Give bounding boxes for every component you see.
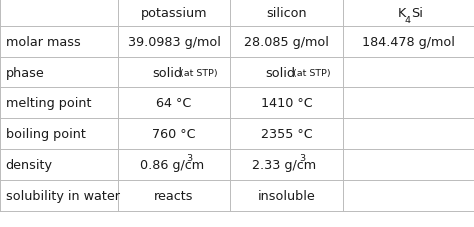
- Text: potassium: potassium: [141, 7, 207, 20]
- Text: (at STP): (at STP): [180, 68, 218, 77]
- Text: (at STP): (at STP): [293, 68, 330, 77]
- Text: 3: 3: [299, 153, 305, 162]
- Text: 64 °C: 64 °C: [156, 97, 191, 110]
- Text: 1410 °C: 1410 °C: [261, 97, 313, 110]
- Text: 39.0983 g/mol: 39.0983 g/mol: [128, 36, 220, 49]
- Text: silicon: silicon: [266, 7, 307, 20]
- Text: 0.86 g/cm: 0.86 g/cm: [139, 158, 204, 171]
- Text: melting point: melting point: [6, 97, 91, 110]
- Text: 4: 4: [405, 16, 411, 25]
- Text: boiling point: boiling point: [6, 128, 86, 141]
- Text: solid: solid: [153, 66, 182, 79]
- Text: insoluble: insoluble: [258, 189, 316, 202]
- Text: reacts: reacts: [154, 189, 194, 202]
- Text: molar mass: molar mass: [6, 36, 81, 49]
- Text: solubility in water: solubility in water: [6, 189, 120, 202]
- Text: 760 °C: 760 °C: [152, 128, 196, 141]
- Text: K: K: [398, 7, 406, 20]
- Text: 3: 3: [186, 153, 192, 162]
- Text: Si: Si: [411, 7, 423, 20]
- Text: density: density: [6, 158, 53, 171]
- Text: 2355 °C: 2355 °C: [261, 128, 313, 141]
- Text: 2.33 g/cm: 2.33 g/cm: [252, 158, 317, 171]
- Text: phase: phase: [6, 66, 45, 79]
- Text: solid: solid: [265, 66, 295, 79]
- Text: 28.085 g/mol: 28.085 g/mol: [244, 36, 329, 49]
- Text: 184.478 g/mol: 184.478 g/mol: [362, 36, 455, 49]
